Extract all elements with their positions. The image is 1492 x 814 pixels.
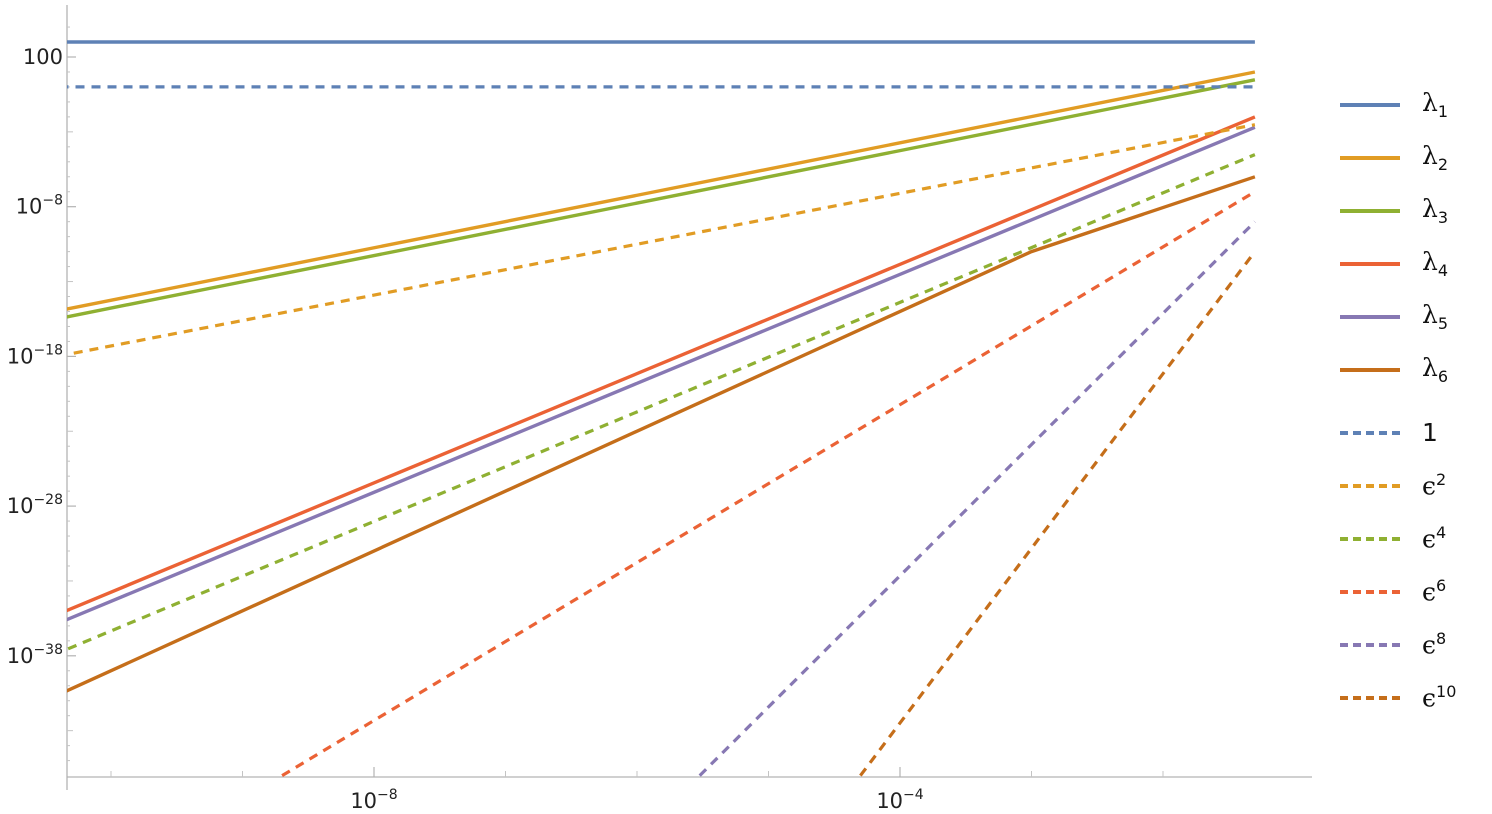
legend-swatch <box>1340 536 1400 541</box>
legend-swatch <box>1340 367 1400 372</box>
series-line-8 <box>67 123 1256 357</box>
legend-item: ϵ8 <box>1340 618 1490 671</box>
series-layer <box>67 40 1257 777</box>
series-line-6 <box>67 175 1256 693</box>
series-line-9 <box>67 153 1256 651</box>
x-tick-label: 10−8 <box>350 787 397 813</box>
legend-swatch <box>1340 430 1400 435</box>
legend-item: ϵ10 <box>1340 671 1490 724</box>
legend-item: λ3 <box>1340 184 1490 237</box>
legend-item: ϵ6 <box>1340 565 1490 618</box>
series-line-4 <box>67 115 1256 613</box>
legend-label: λ1 <box>1422 88 1449 121</box>
legend-swatch <box>1340 483 1400 488</box>
legend-label: λ6 <box>1422 353 1449 386</box>
series-line-12 <box>859 250 1257 777</box>
legend-label: ϵ2 <box>1422 470 1447 501</box>
series-line-3 <box>67 78 1256 319</box>
legend-label: ϵ8 <box>1422 629 1447 660</box>
legend-item: λ4 <box>1340 237 1490 290</box>
series-line-10 <box>281 190 1256 777</box>
axes-layer <box>66 5 1312 790</box>
legend-item: λ1 <box>1340 78 1490 131</box>
legend-swatch <box>1340 589 1400 594</box>
legend-swatch <box>1340 261 1400 266</box>
x-tick-label: 10−4 <box>876 787 923 813</box>
legend: λ1 λ2 λ3 λ4 λ5 λ6 1 ϵ2 ϵ4 ϵ6 ϵ8 ϵ10 <box>1340 78 1490 724</box>
y-tick-label: 10−38 <box>7 642 63 668</box>
series-line-11 <box>698 220 1257 777</box>
legend-spacer <box>1340 396 1490 406</box>
legend-label: ϵ6 <box>1422 576 1447 607</box>
legend-swatch <box>1340 642 1400 647</box>
legend-item: ϵ4 <box>1340 512 1490 565</box>
legend-item: λ5 <box>1340 290 1490 343</box>
series-line-5 <box>67 125 1256 622</box>
legend-item: ϵ2 <box>1340 459 1490 512</box>
legend-label: λ4 <box>1422 247 1449 280</box>
legend-item: 1 <box>1340 406 1490 459</box>
legend-label: ϵ10 <box>1422 682 1457 713</box>
legend-swatch <box>1340 102 1400 107</box>
legend-swatch <box>1340 208 1400 213</box>
legend-item: λ2 <box>1340 131 1490 184</box>
legend-label: 1 <box>1422 418 1438 447</box>
legend-label: λ5 <box>1422 300 1449 333</box>
y-tick-label: 10−18 <box>7 342 63 368</box>
legend-label: ϵ4 <box>1422 523 1447 554</box>
y-tick-label: 100 <box>23 45 63 69</box>
legend-swatch <box>1340 314 1400 319</box>
tick-label-layer: 100 10−8 10−18 10−28 10−38 10−8 10−4 <box>7 45 924 813</box>
legend-label: λ2 <box>1422 141 1449 174</box>
y-tick-label: 10−28 <box>7 492 63 518</box>
legend-item: λ6 <box>1340 343 1490 396</box>
legend-label: λ3 <box>1422 194 1449 227</box>
legend-swatch <box>1340 155 1400 160</box>
series-line-2 <box>67 70 1256 311</box>
legend-swatch <box>1340 695 1400 700</box>
y-tick-label: 10−8 <box>16 193 63 219</box>
